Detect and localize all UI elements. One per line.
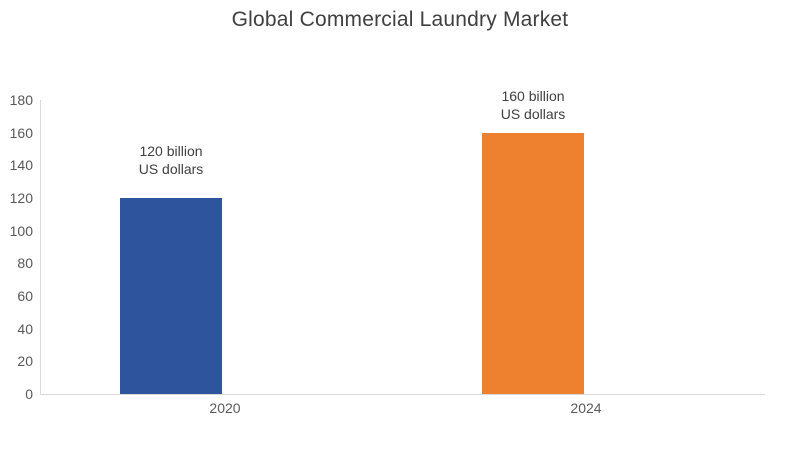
data-label-line: US dollars	[500, 106, 566, 122]
data-label-line: 160 billion	[501, 88, 565, 104]
y-tick-label: 120	[9, 190, 33, 206]
x-axis-line	[40, 394, 765, 395]
x-tick-label-2024: 2024	[570, 400, 602, 416]
data-label-2024: 160 billion US dollars	[501, 87, 566, 123]
y-tick-label: 140	[9, 157, 33, 174]
chart-title: Global Commercial Laundry Market	[231, 8, 569, 31]
data-label-2020: 120 billion US dollars	[139, 142, 204, 178]
y-tick-label: 80	[17, 255, 33, 272]
y-tick-label: 0	[25, 386, 33, 402]
y-tick-label: 100	[9, 222, 33, 239]
data-label-line: 120 billion	[139, 143, 203, 159]
data-label-line: US dollars	[138, 161, 204, 177]
bar-2020	[120, 198, 222, 394]
y-tick-label: 60	[17, 288, 33, 304]
y-tick-label: 180	[9, 92, 33, 108]
y-axis-line	[40, 100, 41, 394]
bar-2024	[482, 132, 584, 394]
y-tick-label: 160	[9, 124, 33, 141]
x-tick-label-2020: 2020	[209, 400, 241, 416]
y-tick-label: 40	[17, 320, 33, 337]
y-tick-label: 20	[17, 353, 33, 370]
